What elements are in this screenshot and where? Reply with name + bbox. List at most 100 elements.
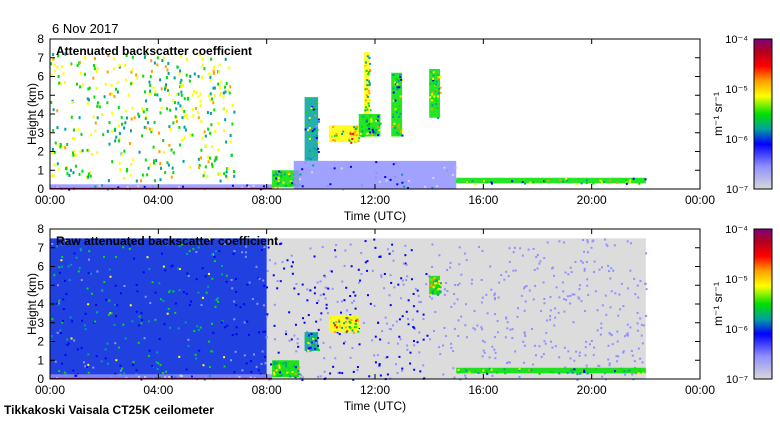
backscatter-pixel (431, 70, 434, 73)
noise-pixel (540, 355, 543, 358)
backscatter-pixel (592, 182, 595, 185)
backscatter-pixel (399, 74, 402, 77)
noise-pixel (393, 286, 396, 289)
noise-pixel (566, 295, 569, 298)
backscatter-pixel (354, 140, 357, 143)
backscatter-pixel (358, 326, 361, 329)
backscatter-pixel (394, 99, 397, 102)
noise-pixel (380, 274, 383, 277)
noise-pixel (56, 126, 59, 130)
backscatter-pixel (98, 184, 101, 187)
noise-pixel (591, 240, 594, 243)
noise-pixel (62, 319, 65, 322)
noise-pixel (509, 328, 512, 331)
noise-pixel (167, 163, 170, 167)
backscatter-pixel (279, 171, 282, 174)
noise-pixel (215, 250, 218, 253)
backscatter-pixel (378, 129, 381, 132)
noise-pixel (575, 350, 578, 353)
noise-pixel (554, 307, 557, 310)
noise-pixel (114, 342, 117, 345)
noise-pixel (136, 76, 139, 80)
noise-pixel (65, 167, 68, 171)
noise-pixel (645, 252, 648, 255)
colorbar-label: m⁻¹ sr⁻¹ (711, 92, 725, 136)
noise-pixel (62, 308, 65, 311)
noise-pixel (483, 351, 486, 354)
backscatter-pixel (355, 319, 358, 322)
noise-pixel (506, 327, 509, 330)
backscatter-pixel (430, 78, 433, 81)
backscatter-pixel (340, 167, 343, 170)
noise-pixel (170, 265, 173, 268)
noise-pixel (116, 80, 119, 84)
backscatter-pixel (370, 118, 373, 121)
noise-pixel (270, 363, 273, 366)
noise-pixel (95, 303, 98, 306)
backscatter-pixel (366, 132, 369, 135)
noise-pixel (107, 179, 110, 183)
backscatter-pixel (365, 61, 368, 64)
noise-pixel (511, 328, 514, 331)
noise-pixel (296, 337, 299, 340)
noise-pixel (425, 273, 428, 276)
backscatter-pixel (485, 180, 488, 183)
noise-pixel (213, 86, 216, 90)
backscatter-pixel (443, 166, 446, 169)
noise-pixel (77, 270, 80, 273)
noise-pixel (508, 247, 511, 250)
backscatter-pixel (366, 87, 369, 90)
noise-pixel (327, 287, 330, 290)
noise-pixel (135, 310, 138, 313)
noise-pixel (545, 331, 548, 334)
noise-pixel (399, 338, 402, 341)
noise-pixel (390, 281, 393, 284)
backscatter-feature (429, 69, 440, 118)
noise-pixel (533, 268, 536, 271)
noise-pixel (263, 284, 266, 287)
noise-pixel (567, 273, 570, 276)
noise-pixel (356, 366, 359, 369)
backscatter-pixel (309, 341, 312, 344)
noise-pixel (395, 320, 398, 323)
noise-pixel (505, 316, 508, 319)
backscatter-pixel (272, 370, 275, 373)
noise-pixel (223, 365, 226, 368)
noise-pixel (88, 250, 91, 253)
noise-pixel (78, 267, 81, 270)
backscatter-pixel (346, 317, 349, 320)
backscatter-pixel (304, 128, 307, 131)
noise-pixel (107, 53, 110, 57)
noise-pixel (334, 255, 337, 258)
y-tick-label: 7 (37, 51, 44, 65)
noise-pixel (56, 284, 59, 287)
noise-pixel (387, 341, 390, 344)
noise-pixel (76, 348, 79, 351)
backscatter-pixel (364, 121, 367, 124)
backscatter-pixel (432, 289, 435, 292)
noise-pixel (150, 59, 153, 63)
noise-pixel (170, 148, 173, 152)
noise-pixel (322, 341, 325, 344)
noise-pixel (549, 315, 552, 318)
noise-pixel (63, 81, 66, 85)
noise-pixel (523, 344, 526, 347)
noise-pixel (109, 92, 112, 96)
noise-pixel (584, 310, 587, 313)
backscatter-pixel (364, 88, 367, 91)
noise-pixel (92, 64, 95, 68)
backscatter-pixel (168, 376, 171, 379)
backscatter-pixel (368, 99, 371, 102)
noise-pixel (225, 174, 228, 178)
noise-pixel (352, 378, 355, 381)
noise-pixel (156, 93, 159, 97)
noise-pixel (429, 338, 432, 341)
backscatter-pixel (457, 371, 460, 374)
backscatter-pixel (571, 371, 574, 374)
noise-pixel (608, 270, 611, 273)
noise-pixel (422, 313, 425, 316)
noise-pixel (219, 179, 222, 183)
noise-pixel (185, 368, 188, 371)
backscatter-pixel (278, 366, 281, 369)
noise-pixel (213, 108, 216, 112)
